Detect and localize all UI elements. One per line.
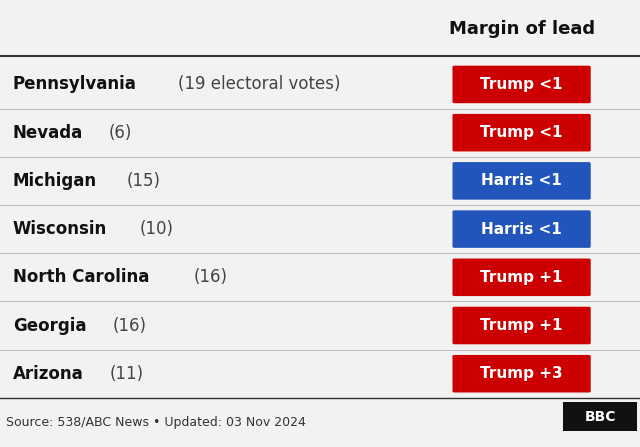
Text: BBC: BBC	[584, 410, 616, 424]
Text: Pennsylvania: Pennsylvania	[13, 76, 137, 93]
FancyBboxPatch shape	[452, 355, 591, 392]
Text: North Carolina: North Carolina	[13, 268, 149, 286]
Text: Trump <1: Trump <1	[481, 125, 563, 140]
Text: Georgia: Georgia	[13, 316, 86, 334]
FancyBboxPatch shape	[452, 211, 591, 248]
Text: Nevada: Nevada	[13, 124, 83, 142]
Text: (16): (16)	[113, 316, 147, 334]
Text: (11): (11)	[109, 365, 143, 383]
Text: (15): (15)	[127, 172, 161, 190]
Text: Arizona: Arizona	[13, 365, 84, 383]
Text: Trump <1: Trump <1	[481, 77, 563, 92]
FancyBboxPatch shape	[563, 402, 637, 431]
Text: Harris <1: Harris <1	[481, 222, 562, 236]
FancyBboxPatch shape	[452, 66, 591, 103]
Text: (10): (10)	[140, 220, 173, 238]
Text: (16): (16)	[194, 268, 228, 286]
Text: Wisconsin: Wisconsin	[13, 220, 107, 238]
Text: Michigan: Michigan	[13, 172, 97, 190]
Text: Trump +1: Trump +1	[481, 270, 563, 285]
Text: Harris <1: Harris <1	[481, 173, 562, 188]
FancyBboxPatch shape	[452, 258, 591, 296]
Text: (19 electoral votes): (19 electoral votes)	[178, 76, 340, 93]
Text: (6): (6)	[109, 124, 132, 142]
Text: Margin of lead: Margin of lead	[449, 20, 595, 38]
Text: Trump +1: Trump +1	[481, 318, 563, 333]
FancyBboxPatch shape	[452, 114, 591, 152]
FancyBboxPatch shape	[452, 162, 591, 200]
Text: Source: 538/ABC News • Updated: 03 Nov 2024: Source: 538/ABC News • Updated: 03 Nov 2…	[6, 416, 307, 429]
FancyBboxPatch shape	[452, 307, 591, 344]
Text: Trump +3: Trump +3	[480, 366, 563, 381]
